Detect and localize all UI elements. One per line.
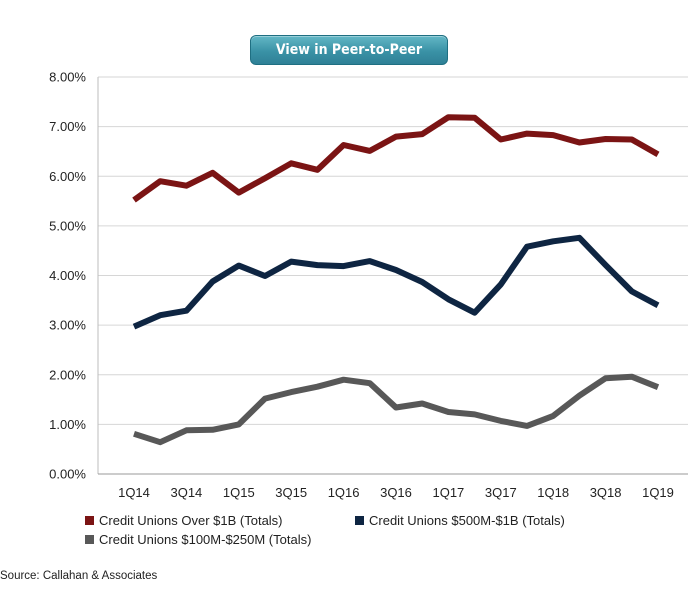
x-tick-label: 3Q16 <box>380 485 412 500</box>
series-line-0 <box>132 114 660 203</box>
legend-swatch-500m-1b <box>355 516 364 525</box>
x-tick-label: 1Q14 <box>118 485 150 500</box>
x-tick-label: 1Q15 <box>223 485 255 500</box>
source-note: Source: Callahan & Associates <box>0 570 158 582</box>
y-tick-label: 6.00% <box>49 169 86 184</box>
x-tick-label: 3Q15 <box>275 485 307 500</box>
x-tick-label: 1Q19 <box>642 485 674 500</box>
legend-swatch-100m-250m <box>85 535 94 544</box>
x-tick-label: 1Q18 <box>537 485 569 500</box>
x-axis-tick-labels: 1Q14 3Q14 1Q15 3Q15 1Q16 3Q16 1Q17 3Q17 1Q18 3Q18… <box>118 485 674 500</box>
x-tick-label: 3Q14 <box>170 485 202 500</box>
y-tick-label: 5.00% <box>49 218 86 233</box>
legend-label-100m-250m: Credit Unions $100M-$250M (Totals) <box>99 532 312 547</box>
y-tick-label: 1.00% <box>49 417 86 432</box>
legend-item-500m-1b: Credit Unions $500M-$1B (Totals) <box>355 513 565 528</box>
legend-item-over-1b: Credit Unions Over $1B (Totals) <box>85 513 283 528</box>
y-tick-label: 2.00% <box>49 367 86 382</box>
x-tick-label: 3Q17 <box>485 485 517 500</box>
series-lines <box>132 114 660 446</box>
y-tick-label: 4.00% <box>49 268 86 283</box>
legend-label-500m-1b: Credit Unions $500M-$1B (Totals) <box>369 513 565 528</box>
x-tick-label: 3Q18 <box>590 485 622 500</box>
legend-swatch-over-1b <box>85 516 94 525</box>
x-tick-label: 1Q16 <box>328 485 360 500</box>
legend-label-over-1b: Credit Unions Over $1B (Totals) <box>99 513 283 528</box>
view-in-peer-to-peer-button[interactable]: View in Peer-to-Peer <box>250 35 448 65</box>
y-tick-label: 0.00% <box>49 467 86 482</box>
series-line-2 <box>133 373 660 446</box>
y-tick-label: 8.00% <box>49 70 86 85</box>
x-tick-label: 1Q17 <box>432 485 464 500</box>
gridlines <box>97 76 688 475</box>
y-axis-tick-labels: 0.00% 1.00% 2.00% 3.00% 4.00% 5.00% 6.00% 7.00%… <box>49 70 86 482</box>
y-tick-label: 3.00% <box>49 318 86 333</box>
series-line-1 <box>132 234 660 330</box>
legend-item-100m-250m: Credit Unions $100M-$250M (Totals) <box>85 532 311 547</box>
y-tick-label: 7.00% <box>49 119 86 134</box>
